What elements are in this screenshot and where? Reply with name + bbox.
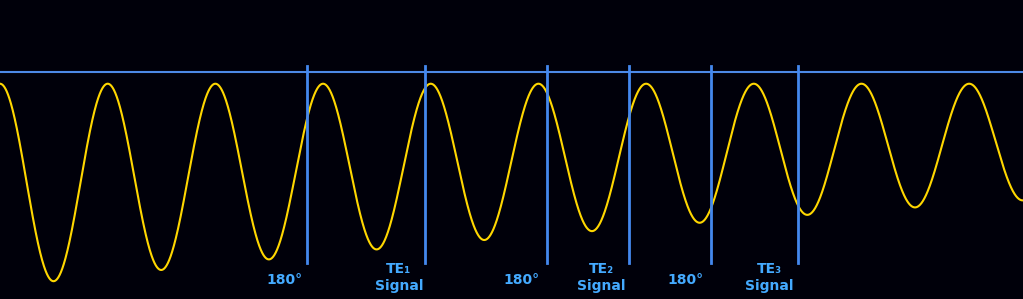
Text: 180°: 180° (503, 273, 540, 287)
Text: 180°: 180° (667, 273, 704, 287)
Text: TE₃
Signal: TE₃ Signal (745, 262, 794, 293)
Text: TE₁
Signal: TE₁ Signal (374, 262, 424, 293)
Text: 180°: 180° (266, 273, 303, 287)
Text: TE₂
Signal: TE₂ Signal (577, 262, 626, 293)
